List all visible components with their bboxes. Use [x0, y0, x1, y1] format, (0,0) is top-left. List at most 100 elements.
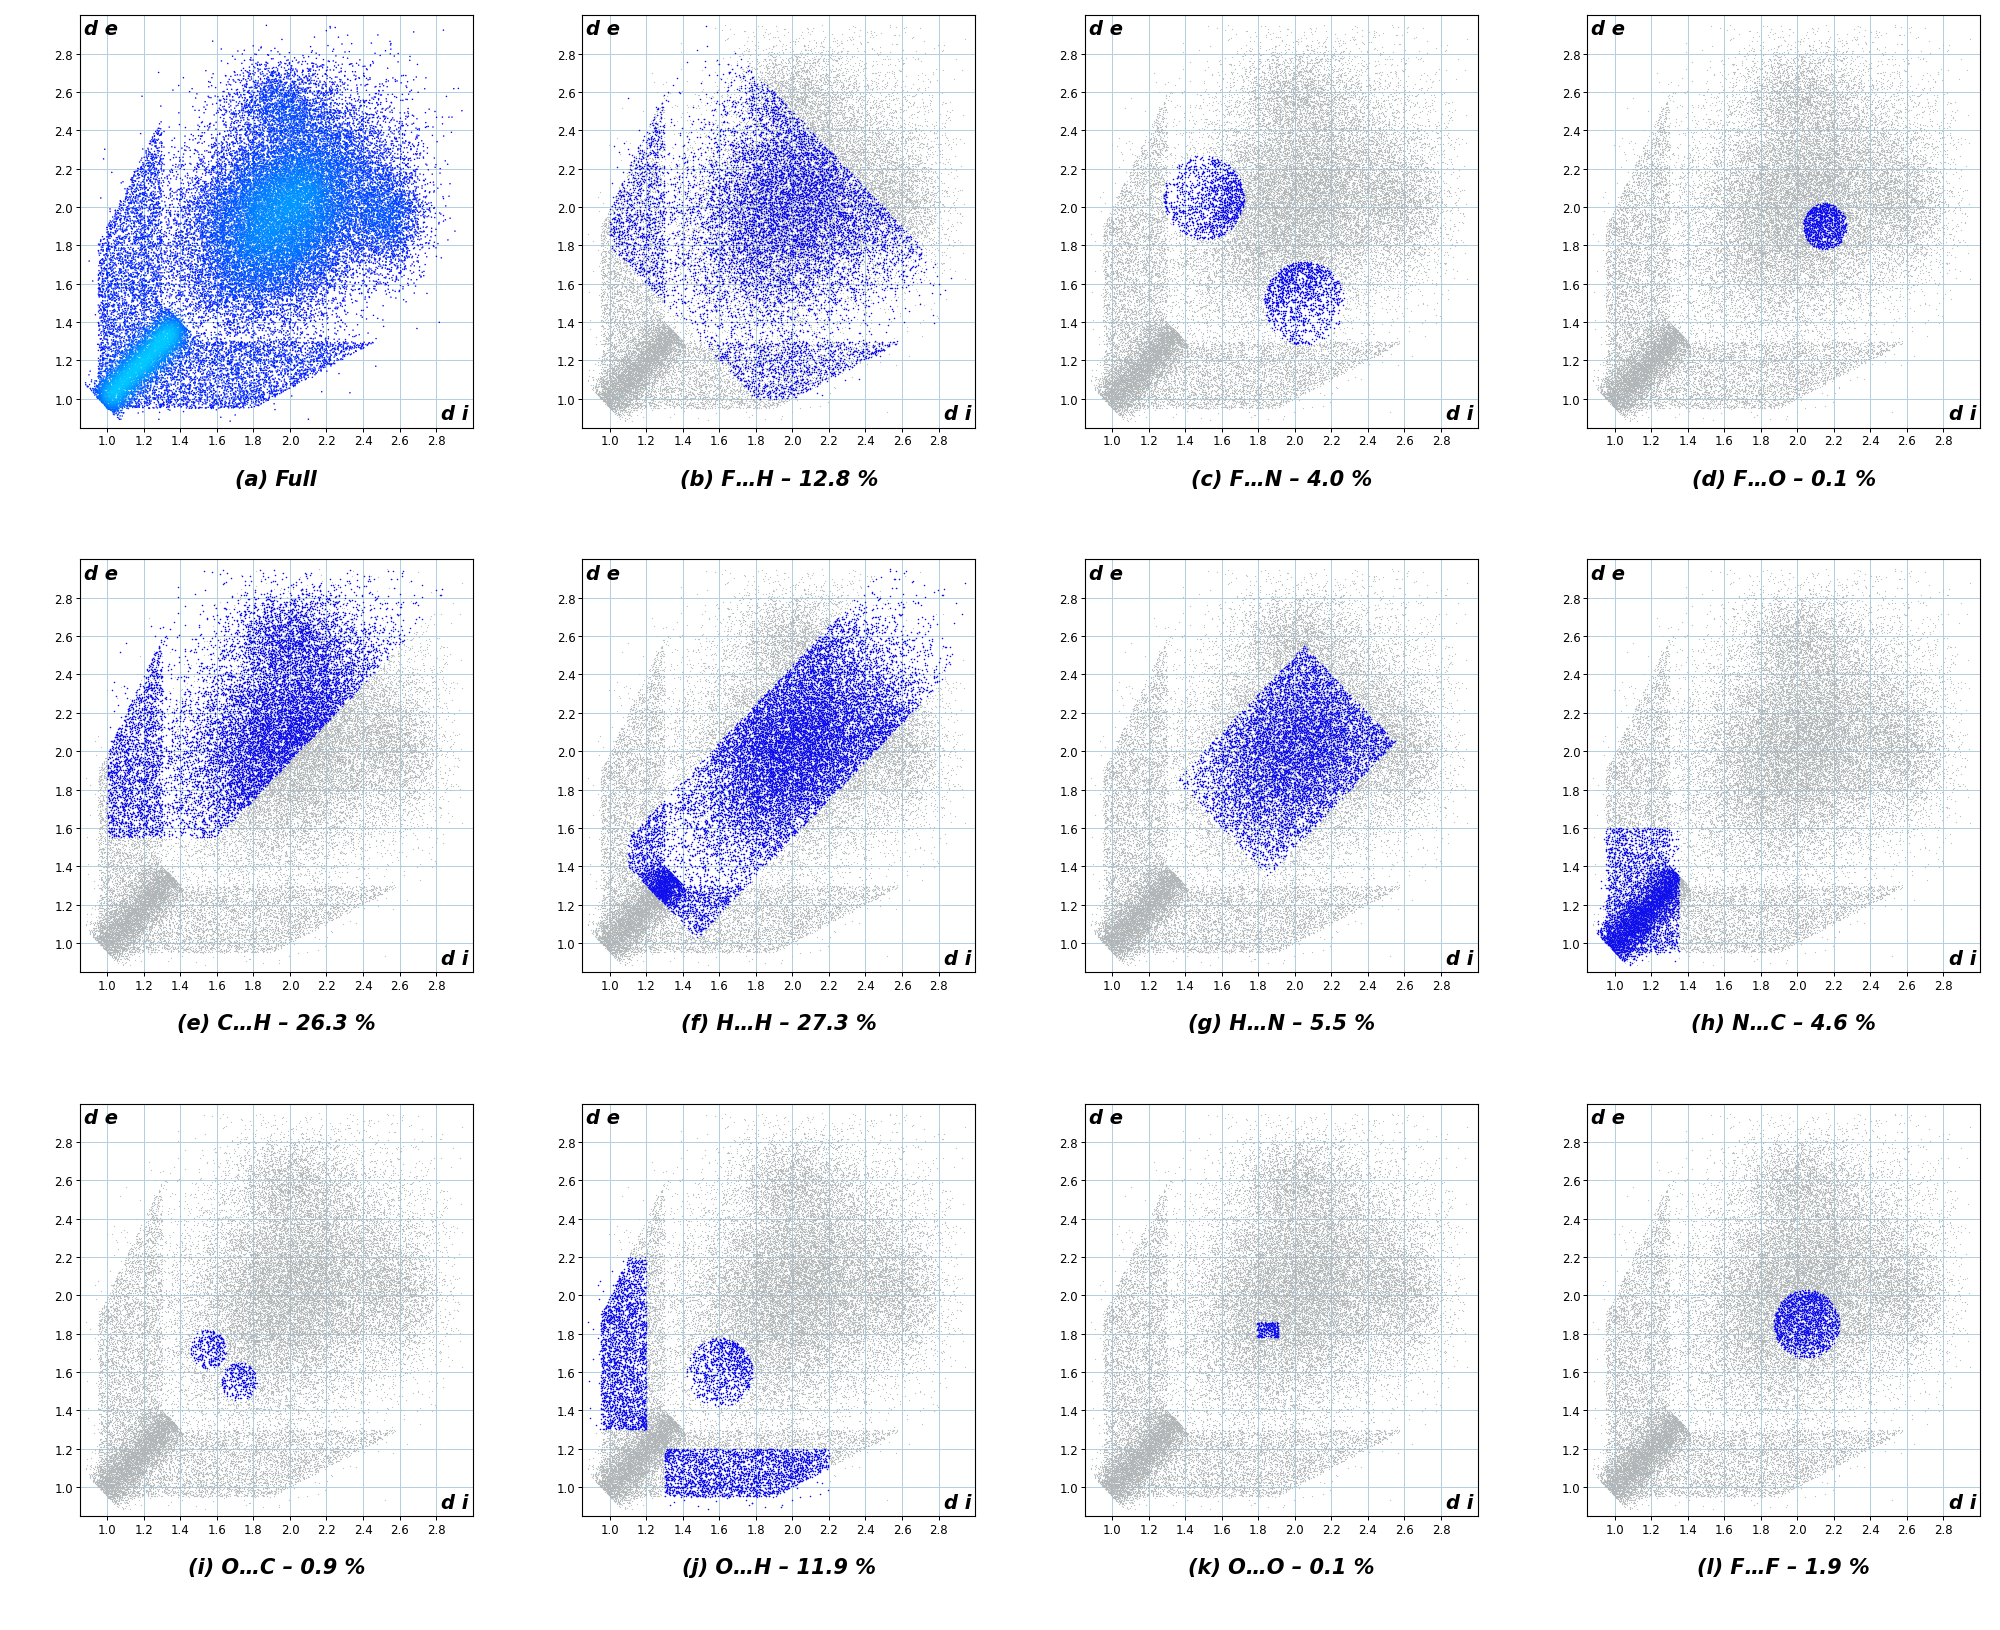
Point: [182, 1460, 214, 1487]
Point: [1166, 388, 1198, 414]
Point: [296, 228, 328, 254]
Point: [1800, 1384, 1832, 1410]
Point: [806, 861, 838, 887]
Point: [222, 1337, 254, 1363]
Point: [1590, 1311, 1622, 1337]
Point: [1764, 143, 1796, 170]
Point: [796, 1421, 828, 1447]
Point: [1618, 888, 1650, 914]
Point: [1784, 1361, 1816, 1387]
Point: [226, 1307, 258, 1333]
Point: [722, 737, 754, 763]
Point: [1800, 764, 1832, 791]
Point: [792, 372, 824, 398]
Point: [1734, 1333, 1766, 1359]
Point: [1396, 228, 1428, 254]
Point: [1788, 694, 1820, 720]
Point: [1654, 375, 1686, 401]
Point: [1190, 1430, 1222, 1456]
Point: [1270, 760, 1302, 786]
Point: [722, 1205, 754, 1231]
Point: [184, 1376, 216, 1402]
Point: [762, 805, 794, 831]
Point: [1312, 1291, 1344, 1317]
Point: [1620, 280, 1652, 306]
Point: [1674, 879, 1706, 905]
Point: [136, 742, 168, 768]
Point: [700, 1464, 732, 1490]
Point: [106, 227, 138, 253]
Point: [840, 1330, 872, 1356]
Point: [1292, 280, 1324, 306]
Point: [1766, 867, 1798, 893]
Point: [722, 781, 754, 807]
Point: [312, 864, 344, 890]
Point: [620, 1452, 652, 1478]
Point: [758, 217, 790, 243]
Point: [306, 1218, 338, 1244]
Point: [1104, 895, 1136, 921]
Point: [592, 1477, 624, 1503]
Point: [726, 194, 758, 220]
Point: [1366, 766, 1398, 792]
Point: [932, 147, 964, 173]
Point: [1158, 1415, 1190, 1441]
Point: [346, 813, 378, 839]
Point: [154, 166, 186, 192]
Point: [288, 1457, 320, 1483]
Point: [110, 1438, 142, 1464]
Point: [782, 740, 814, 766]
Point: [300, 592, 332, 618]
Point: [200, 184, 232, 210]
Point: [298, 1311, 330, 1337]
Point: [1248, 784, 1280, 810]
Point: [1224, 246, 1256, 272]
Point: [1108, 390, 1140, 416]
Point: [1796, 130, 1828, 156]
Point: [362, 1148, 394, 1174]
Point: [1276, 209, 1308, 235]
Point: [1256, 355, 1288, 381]
Point: [258, 1319, 290, 1345]
Point: [1892, 310, 1924, 336]
Point: [600, 197, 632, 223]
Point: [1826, 699, 1858, 725]
Point: [1150, 249, 1182, 275]
Point: [342, 1262, 374, 1288]
Point: [206, 1291, 238, 1317]
Point: [304, 1205, 336, 1231]
Point: [290, 1267, 322, 1293]
Point: [368, 166, 400, 192]
Point: [618, 1485, 650, 1511]
Point: [1152, 939, 1184, 965]
Point: [1124, 1443, 1156, 1469]
Point: [1708, 1446, 1740, 1472]
Point: [626, 204, 658, 230]
Point: [1860, 756, 1892, 782]
Point: [638, 119, 670, 145]
Point: [202, 1462, 234, 1488]
Point: [104, 1485, 136, 1511]
Point: [126, 370, 158, 396]
Point: [1286, 795, 1318, 822]
Point: [220, 323, 252, 349]
Point: [1656, 223, 1688, 249]
Point: [618, 895, 650, 921]
Point: [1164, 328, 1196, 354]
Point: [710, 751, 742, 778]
Point: [1712, 665, 1744, 691]
Point: [264, 1172, 296, 1198]
Point: [718, 227, 750, 253]
Point: [248, 1418, 280, 1444]
Point: [1256, 1317, 1288, 1343]
Point: [1802, 121, 1834, 147]
Point: [268, 249, 300, 275]
Point: [796, 1315, 828, 1341]
Point: [704, 934, 736, 960]
Point: [172, 1294, 204, 1320]
Point: [1284, 1426, 1316, 1452]
Point: [1264, 812, 1296, 838]
Point: [1622, 900, 1654, 926]
Point: [1330, 349, 1362, 375]
Point: [1248, 240, 1280, 266]
